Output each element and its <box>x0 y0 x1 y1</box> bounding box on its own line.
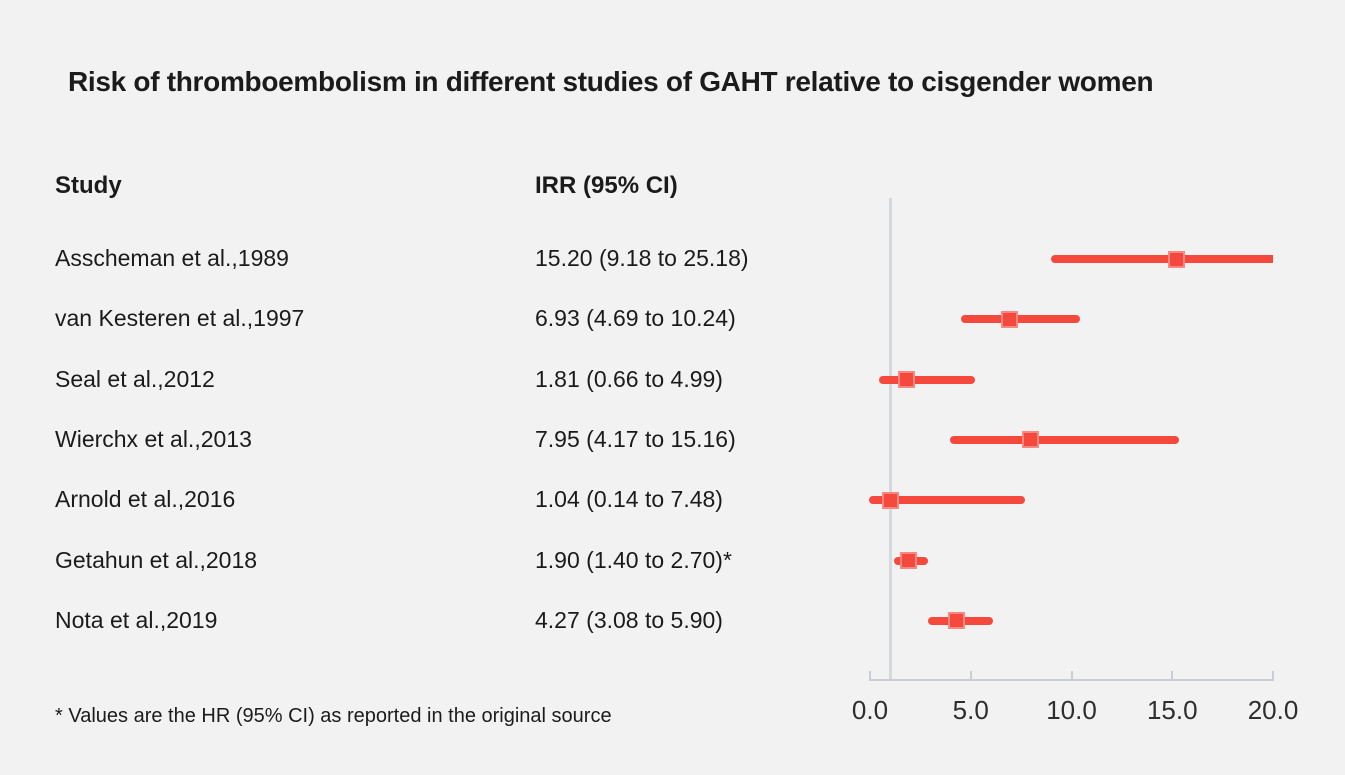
study-label: Arnold et al.,2016 <box>55 486 236 513</box>
x-axis-tick-label: 0.0 <box>851 695 889 725</box>
point-estimate-marker <box>1167 250 1185 268</box>
column-header-irr: IRR (95% CI) <box>535 172 678 199</box>
column-header-study: Study <box>55 172 122 199</box>
footnote: * Values are the HR (95% CI) as reported… <box>55 705 612 727</box>
irr-value: 4.27 (3.08 to 5.90) <box>535 606 723 633</box>
x-axis-tick-label: 15.0 <box>1146 695 1198 725</box>
study-label: Asscheman et al.,1989 <box>55 245 289 271</box>
irr-value: 1.04 (0.14 to 7.48) <box>535 486 723 513</box>
point-estimate-marker <box>1021 431 1039 449</box>
x-axis-tick-label: 5.0 <box>952 695 989 725</box>
irr-value: 6.93 (4.69 to 10.24) <box>535 305 736 332</box>
irr-value: 1.90 (1.40 to 2.70)* <box>535 546 732 573</box>
reference-line <box>888 198 892 681</box>
irr-value: 1.81 (0.66 to 4.99) <box>535 365 723 392</box>
confidence-interval-line <box>1050 255 1273 263</box>
x-axis-tick <box>969 671 972 679</box>
study-label: Seal et al.,2012 <box>55 365 215 392</box>
study-label: Nota et al.,2019 <box>55 606 218 633</box>
point-estimate-marker <box>899 552 917 570</box>
irr-value: 7.95 (4.17 to 15.16) <box>535 425 736 452</box>
study-label: Wierchx et al.,2013 <box>55 425 252 452</box>
point-estimate-marker <box>1001 310 1019 328</box>
confidence-interval-line <box>879 375 975 384</box>
x-axis-tick <box>1070 671 1073 679</box>
confidence-interval-line <box>950 435 1180 444</box>
point-estimate-marker <box>947 612 965 630</box>
x-axis-tick <box>869 671 871 679</box>
point-estimate-marker <box>882 491 900 509</box>
confidence-interval-line <box>960 315 1081 324</box>
study-label: Getahun et al.,2018 <box>55 546 258 573</box>
irr-value: 15.20 (9.18 to 25.18) <box>535 245 749 271</box>
page-title: Risk of thromboembolism in different stu… <box>68 66 1154 97</box>
confidence-interval-line <box>868 496 1025 505</box>
x-axis-line <box>869 679 1274 681</box>
x-axis-tick-label: 10.0 <box>1046 695 1097 725</box>
point-estimate-marker <box>897 371 915 389</box>
study-label: van Kesteren et al.,1997 <box>55 305 305 332</box>
x-axis-tick <box>1272 671 1274 679</box>
x-axis-tick <box>1171 671 1174 679</box>
x-axis-tick-label: 20.0 <box>1247 695 1299 725</box>
